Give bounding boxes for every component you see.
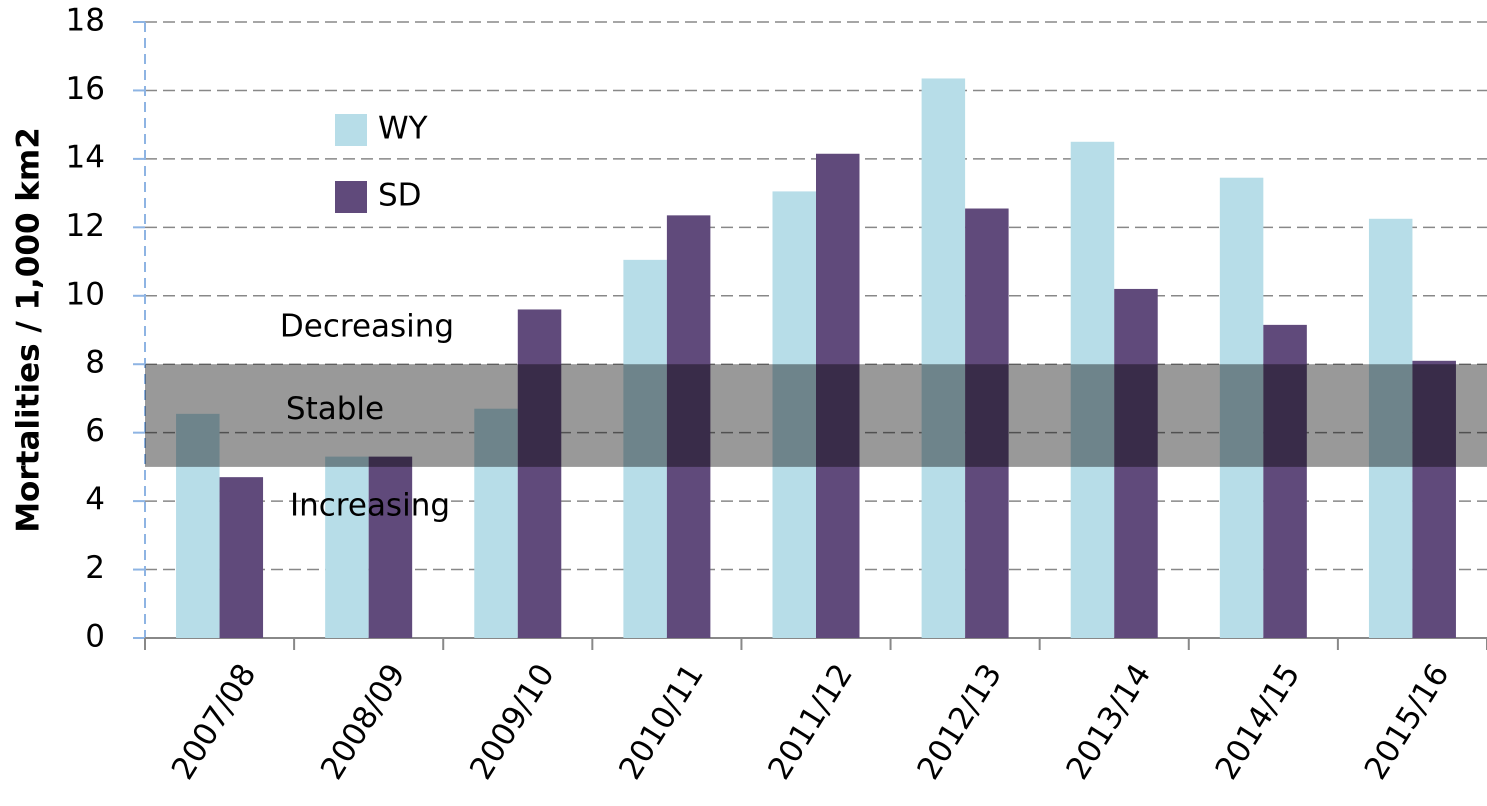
bar	[1368, 218, 1413, 638]
bar	[623, 259, 667, 638]
bar	[176, 413, 220, 638]
x-tick-label: 2012/13	[910, 658, 1009, 786]
bar	[772, 191, 816, 638]
y-tick-label: 18	[66, 3, 105, 39]
x-tick-label: 2008/09	[314, 658, 413, 786]
annotation: Increasing	[290, 487, 450, 523]
legend-swatch	[335, 181, 367, 213]
bar	[1070, 141, 1115, 638]
y-tick-label: 12	[66, 208, 105, 244]
bar	[965, 208, 1009, 638]
stable-band	[145, 364, 1487, 467]
bar	[219, 477, 264, 638]
y-tick-label: 6	[85, 413, 105, 449]
x-tick-label: 2007/08	[165, 658, 264, 786]
x-tick-label: 2015/16	[1358, 658, 1457, 786]
y-tick-label: 8	[85, 345, 105, 381]
y-tick-label: 4	[85, 482, 105, 518]
y-tick-label: 2	[85, 550, 105, 586]
legend-swatch	[335, 114, 367, 146]
x-tick-label: 2011/12	[761, 658, 860, 786]
x-tick-label: 2010/11	[612, 658, 711, 786]
legend-label: WY	[378, 111, 428, 147]
y-tick-label: 14	[66, 139, 105, 175]
bar	[921, 78, 966, 638]
x-tick-label: 2009/10	[463, 658, 562, 786]
bar	[474, 408, 518, 638]
bar	[325, 456, 369, 638]
legend-label: SD	[378, 178, 422, 214]
band-label: Stable	[286, 391, 384, 427]
bar	[1114, 288, 1158, 638]
bar	[1219, 177, 1264, 638]
annotation: Decreasing	[280, 309, 454, 345]
y-tick-label: 0	[85, 619, 105, 655]
y-tick-label: 16	[66, 71, 105, 107]
bar	[1412, 360, 1456, 638]
x-tick-label: 2014/15	[1209, 658, 1308, 786]
bar	[666, 215, 711, 638]
y-tick-label: 10	[66, 276, 105, 312]
y-axis-label: Mortalities / 1,000 km2	[11, 127, 47, 533]
bar	[1263, 324, 1307, 638]
x-tick-label: 2013/14	[1059, 658, 1158, 786]
bar	[816, 153, 860, 638]
bar	[517, 309, 562, 638]
bar	[368, 456, 413, 638]
